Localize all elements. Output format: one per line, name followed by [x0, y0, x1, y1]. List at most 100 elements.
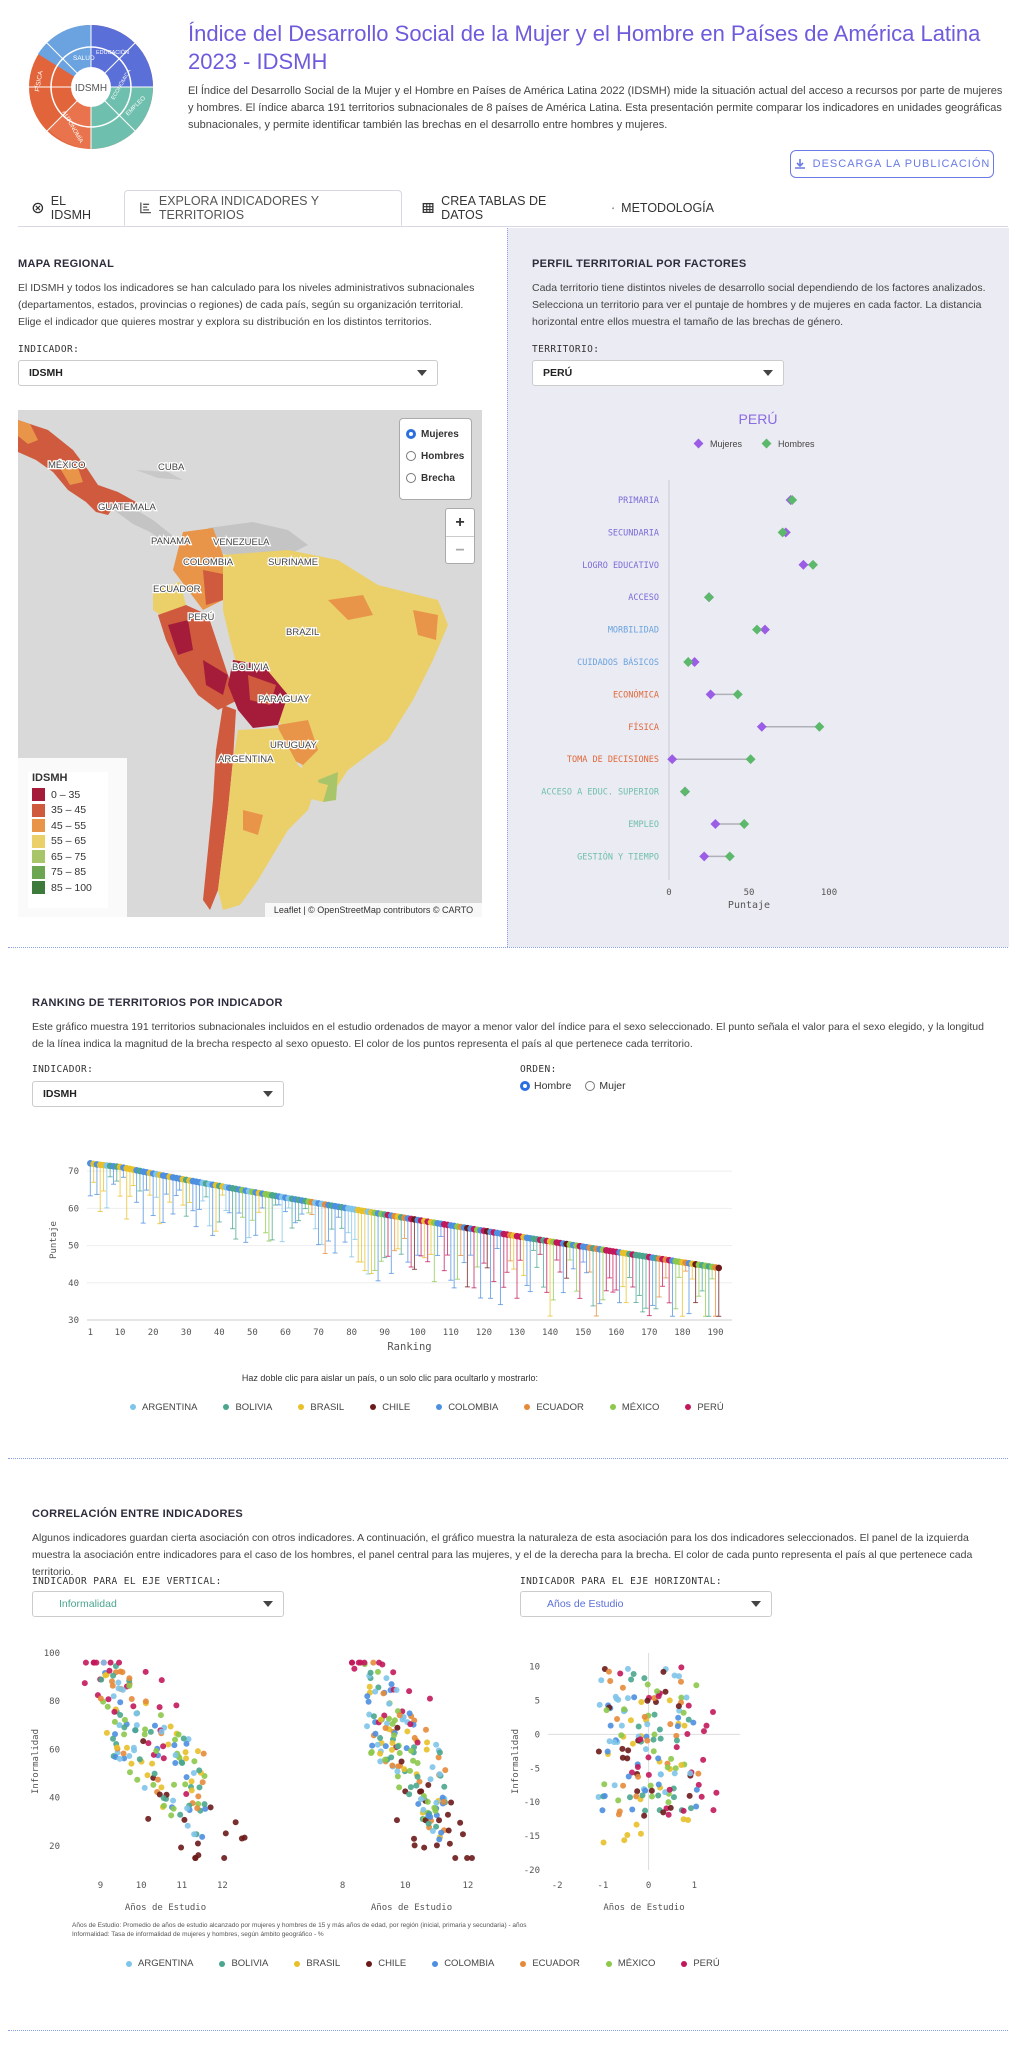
corr-point — [624, 1755, 631, 1762]
map-label: ARGENTINA — [218, 754, 274, 765]
ranking-indicator-value: IDSMH — [43, 1088, 77, 1100]
region-peru-north[interactable] — [168, 620, 193, 655]
corr-point — [641, 1713, 648, 1720]
country-legend-item[interactable]: PERÚ — [685, 1402, 724, 1413]
corr-point — [629, 1769, 636, 1776]
corr-point — [383, 1675, 390, 1682]
region-brazil-north[interactable] — [328, 595, 373, 620]
corr-point — [411, 1734, 418, 1741]
region-argentina[interactable] — [218, 728, 318, 910]
ranking-indicator-select[interactable]: IDSMH — [32, 1081, 284, 1107]
country-legend-item[interactable]: BRASIL — [298, 1402, 344, 1413]
country-legend-item[interactable]: CHILE — [370, 1402, 410, 1413]
legend-swatch — [32, 850, 45, 864]
radio-mujeres[interactable]: Mujeres — [400, 423, 471, 445]
corr-point — [110, 1735, 117, 1742]
region-chile[interactable] — [203, 705, 236, 910]
corr-point — [700, 1728, 707, 1735]
legend-swatch — [32, 881, 45, 895]
corr-point — [675, 1673, 682, 1680]
country-legend-item[interactable]: BOLIVIA — [219, 1958, 268, 1969]
country-legend-item[interactable]: ECUADOR — [524, 1402, 584, 1413]
corr-point — [372, 1730, 379, 1737]
corr-point — [382, 1756, 389, 1763]
map-label: GUATEMALA — [98, 502, 157, 513]
corr-country-legend: ARGENTINA BOLIVIA BRASIL CHILE COLOMBIA ECUAD… — [126, 1958, 746, 1969]
territory-select[interactable]: PERÚ — [532, 360, 784, 386]
corr-point — [126, 1675, 133, 1682]
corr-y-tick: -15 — [524, 1832, 540, 1842]
profile-marker-hombres — [752, 624, 762, 635]
legend-label: 65 – 75 — [51, 850, 87, 863]
profile-marker-mujeres — [705, 689, 716, 700]
zoom-in-button[interactable]: + — [446, 509, 474, 537]
country-legend-item[interactable]: ARGENTINA — [130, 1402, 197, 1413]
corr-point — [376, 1659, 383, 1666]
country-name: ARGENTINA — [142, 1401, 198, 1413]
country-legend-item[interactable]: BRASIL — [294, 1958, 340, 1969]
region-uruguay[interactable] — [308, 780, 328, 802]
region-brazil-northeast[interactable] — [413, 610, 438, 640]
zoom-out-button[interactable]: − — [455, 541, 465, 559]
region-mexico-north[interactable] — [18, 420, 38, 444]
radio-brecha[interactable]: Brecha — [400, 467, 471, 489]
y-indicator-select[interactable]: Informalidad — [32, 1591, 284, 1617]
map-indicator-select[interactable]: IDSMH — [18, 360, 438, 386]
region-mexico-center[interactable] — [58, 465, 83, 485]
profile-marker-hombres — [739, 819, 750, 829]
region-colombia-south[interactable] — [203, 570, 228, 605]
radio-hombres[interactable]: Hombres — [400, 445, 471, 467]
tab-el-idsmh[interactable]: EL IDSMH — [18, 190, 114, 226]
x-indicator-select[interactable]: Años de Estudio — [520, 1591, 772, 1617]
section-divider — [8, 2030, 1008, 2031]
rank-y-tick: 70 — [68, 1167, 79, 1177]
country-legend-item[interactable]: ARGENTINA — [126, 1958, 193, 1969]
corr-point — [630, 1671, 637, 1678]
corr-point — [111, 1718, 118, 1725]
region-mexico[interactable] — [18, 420, 136, 515]
corr-point — [207, 1804, 214, 1811]
country-legend-item[interactable]: BOLIVIA — [223, 1402, 272, 1413]
map-attribution[interactable]: Leaflet | © OpenStreetMap contributors ©… — [265, 903, 482, 917]
country-legend-item[interactable]: CHILE — [366, 1958, 406, 1969]
order-mujer-radio[interactable]: Mujer — [585, 1080, 626, 1092]
corr-point — [388, 1681, 395, 1688]
order-hombre-radio[interactable]: Hombre — [520, 1080, 571, 1092]
country-legend-item[interactable]: PERÚ — [681, 1958, 720, 1969]
header-description: El Índice del Desarrollo Social de la Mu… — [188, 85, 1003, 131]
tab-explora[interactable]: EXPLORA INDICADORES Y TERRITORIOS — [124, 190, 402, 226]
corr-point — [130, 1703, 137, 1710]
corr-x-tick: 12 — [217, 1881, 228, 1891]
radio-dot — [406, 451, 416, 461]
corr-point — [667, 1721, 674, 1728]
country-legend-item[interactable]: ECUADOR — [520, 1958, 580, 1969]
profile-category-label: SECUNDARIA — [608, 528, 659, 538]
tab-label: CREA TABLAS DE DATOS — [441, 194, 547, 222]
country-legend-item[interactable]: COLOMBIA — [432, 1958, 494, 1969]
region-peru-south[interactable] — [203, 660, 228, 695]
tab-metodologia[interactable]: METODOLOGÍA — [598, 190, 728, 226]
corr-point — [111, 1708, 118, 1715]
corr-point — [634, 1764, 641, 1771]
country-legend-item[interactable]: MÉXICO — [609, 1402, 659, 1413]
corr-point — [596, 1701, 603, 1708]
svg-text:IDSMH: IDSMH — [75, 83, 107, 94]
corr-point — [411, 1835, 418, 1842]
tab-crea-tablas[interactable]: CREA TABLAS DE DATOS — [408, 190, 586, 226]
legend-swatch — [32, 834, 45, 848]
profile-category-label: EMPLEO — [628, 820, 659, 830]
corr-x-label: Años de Estudio — [603, 1903, 684, 1913]
corr-point — [131, 1747, 138, 1754]
legend-dot — [609, 1404, 616, 1410]
map-label: PERÚ — [188, 612, 215, 623]
country-legend-item[interactable]: COLOMBIA — [436, 1402, 498, 1413]
region-bolivia-north[interactable] — [248, 675, 276, 705]
corr-point — [413, 1782, 420, 1789]
region-brazil[interactable] — [223, 550, 448, 800]
download-publication-button[interactable]: DESCARGA LA PUBLICACIÓN — [790, 150, 994, 178]
corr-point — [140, 1738, 147, 1745]
corr-point — [671, 1672, 678, 1679]
region-argentina-south[interactable] — [243, 810, 263, 835]
country-legend-item[interactable]: MÉXICO — [605, 1958, 655, 1969]
rank-x-tick: 60 — [280, 1328, 291, 1338]
